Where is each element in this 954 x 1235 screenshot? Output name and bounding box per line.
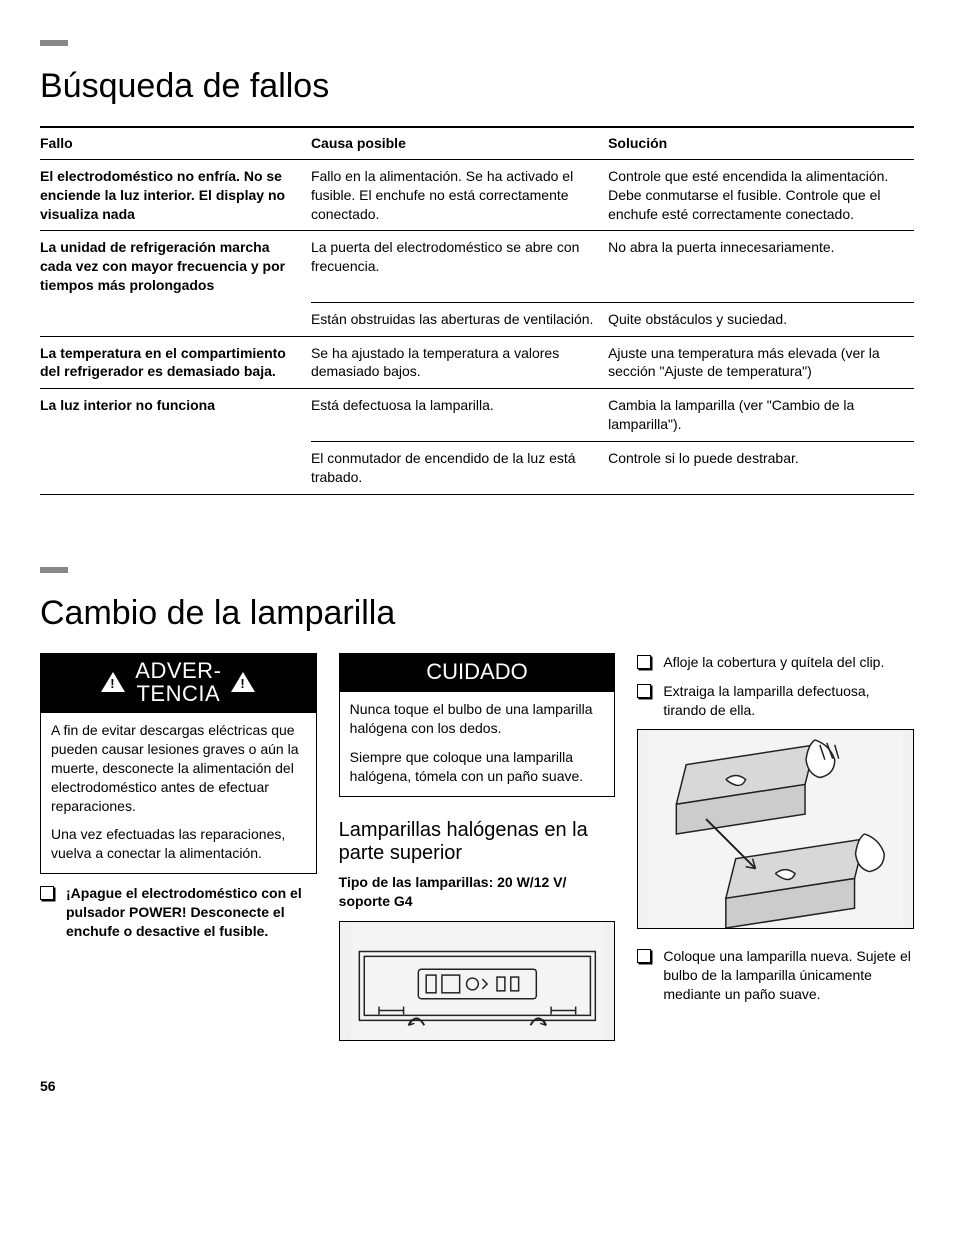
warning-p2: Una vez efectuadas las reparaciones, vue… [51, 825, 306, 863]
cell-cause: Están obstruidas las aberturas de ventil… [311, 302, 608, 336]
bullet-item: ¡Apague el electrodoméstico con el pulsa… [40, 884, 317, 941]
cell-solution: Quite obstáculos y suciedad. [608, 302, 914, 336]
th-cause: Causa posible [311, 127, 608, 159]
halogen-spec: Tipo de las lamparillas: 20 W/12 V/ sopo… [339, 873, 616, 911]
warning-icon [231, 672, 255, 692]
section1-title: Búsqueda de fallos [40, 64, 914, 110]
caution-box: Nunca toque el bulbo de una lamparilla h… [339, 692, 616, 797]
warning-icon [101, 672, 125, 692]
steps-list-b: Coloque una lamparilla nueva. Sujete el … [637, 947, 914, 1004]
section2-title: Cambio de la lamparilla [40, 591, 914, 637]
warning-label: ADVER- TENCIA [135, 659, 221, 705]
cell-fault [40, 302, 311, 336]
table-row: La unidad de refrigeración marcha cada v… [40, 231, 914, 302]
cell-solution: Controle si lo puede destrabar. [608, 442, 914, 495]
halogen-heading: Lamparillas halógenas en la parte superi… [339, 819, 616, 865]
table-row: Están obstruidas las aberturas de ventil… [40, 302, 914, 336]
col-steps: Afloje la cobertura y quítela del clip. … [637, 653, 914, 1041]
caution-p1: Nunca toque el bulbo de una lamparilla h… [350, 700, 605, 738]
cell-cause: El conmutador de encendido de la luz est… [311, 442, 608, 495]
warning-box: A fin de evitar descargas eléctricas que… [40, 713, 317, 874]
cell-cause: Está defectuosa la lamparilla. [311, 389, 608, 442]
warning-bullets: ¡Apague el electrodoméstico con el pulsa… [40, 884, 317, 941]
cell-fault: La unidad de refrigeración marcha cada v… [40, 231, 311, 302]
warning-p1: A fin de evitar descargas eléctricas que… [51, 721, 306, 815]
th-fault: Fallo [40, 127, 311, 159]
cell-fault: La luz interior no funciona [40, 389, 311, 442]
page-number: 56 [40, 1077, 914, 1096]
cell-solution: Ajuste una temperatura más elevada (ver … [608, 336, 914, 389]
cell-solution: Controle que esté encendida la alimentac… [608, 159, 914, 231]
illustration-remove-bulb [637, 729, 914, 929]
accent-bar [40, 567, 68, 573]
cell-fault: El electrodoméstico no enfría. No se enc… [40, 159, 311, 231]
bullet-item: Extraiga la lamparilla defectuosa, tiran… [637, 682, 914, 720]
table-row: La temperatura en el compartimiento del … [40, 336, 914, 389]
table-row: El electrodoméstico no enfría. No se enc… [40, 159, 914, 231]
bullet-item: Afloje la cobertura y quítela del clip. [637, 653, 914, 672]
th-solution: Solución [608, 127, 914, 159]
col-caution: CUIDADO Nunca toque el bulbo de una lamp… [339, 653, 616, 1041]
steps-list-a: Afloje la cobertura y quítela del clip. … [637, 653, 914, 720]
accent-bar [40, 40, 68, 46]
illustration-control-panel [339, 921, 616, 1041]
cell-fault: La temperatura en el compartimiento del … [40, 336, 311, 389]
cell-cause: Se ha ajustado la temperatura a valores … [311, 336, 608, 389]
cell-cause: Fallo en la alimentación. Se ha activado… [311, 159, 608, 231]
caution-p2: Siempre que coloque una lamparilla halóg… [350, 748, 605, 786]
cell-solution: Cambia la lamparilla (ver "Cambio de la … [608, 389, 914, 442]
cell-solution: No abra la puerta innecesariamente. [608, 231, 914, 302]
col-warning: ADVER- TENCIA A fin de evitar descargas … [40, 653, 317, 1041]
table-row: La luz interior no funciona Está defectu… [40, 389, 914, 442]
cell-cause: La puerta del electrodoméstico se abre c… [311, 231, 608, 302]
warning-banner: ADVER- TENCIA [40, 653, 317, 713]
caution-banner: CUIDADO [339, 653, 616, 693]
bullet-item: Coloque una lamparilla nueva. Sujete el … [637, 947, 914, 1004]
troubleshooting-table: Fallo Causa posible Solución El electrod… [40, 126, 914, 495]
cell-fault [40, 442, 311, 495]
table-row: El conmutador de encendido de la luz est… [40, 442, 914, 495]
